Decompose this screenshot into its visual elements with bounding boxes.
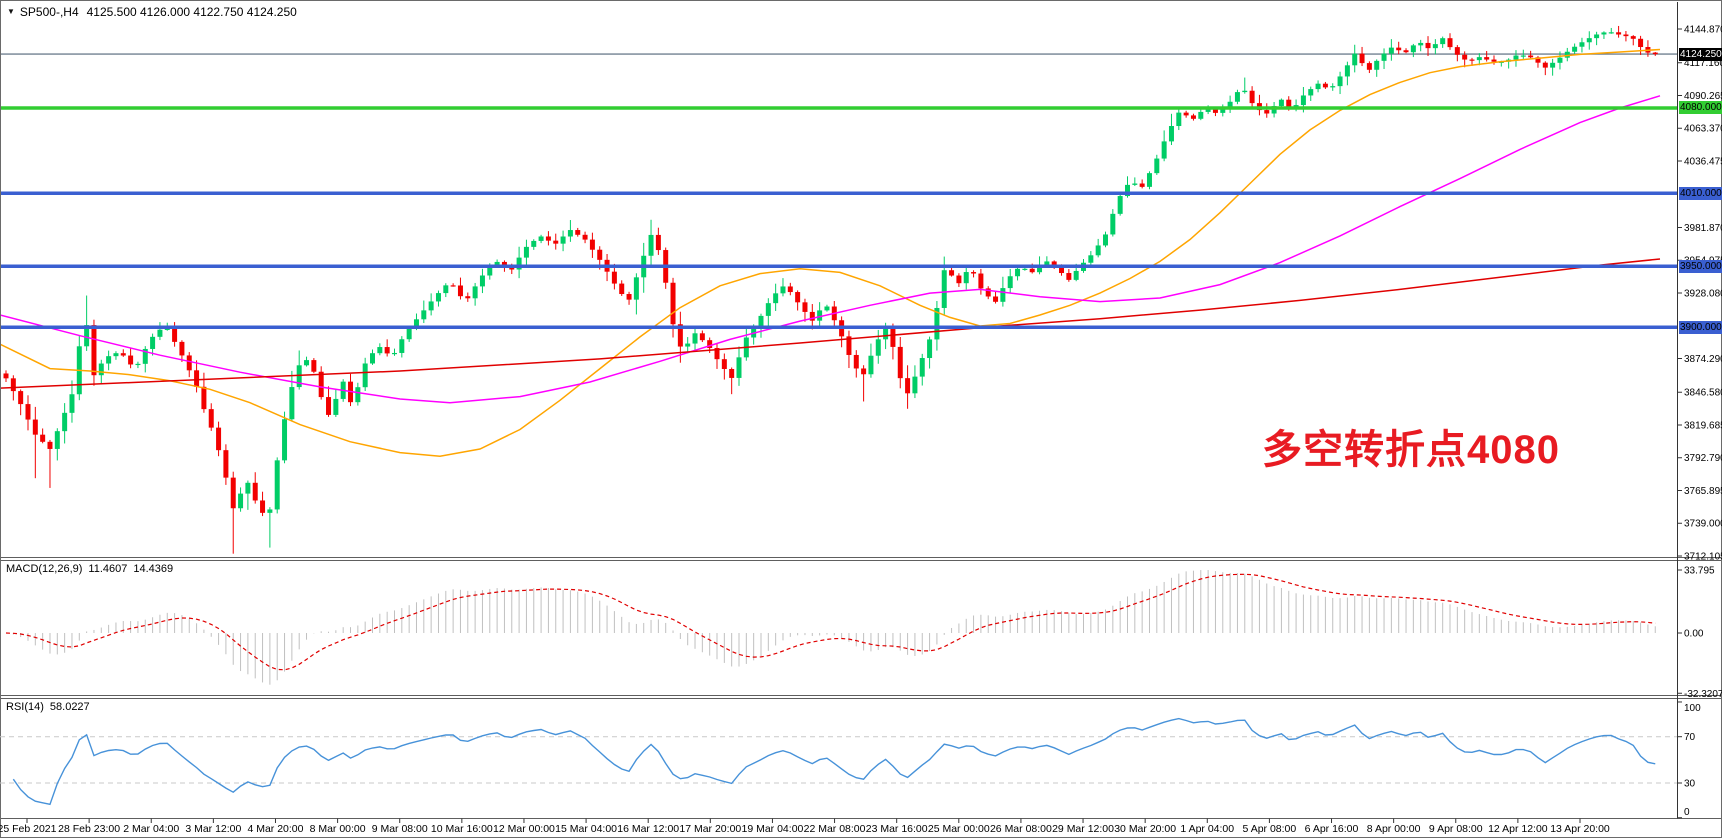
rsi-value: 58.0227 (49, 701, 90, 713)
current-price-box: 4124.250 (1679, 47, 1722, 61)
price-tick-label: 3765.895 (1684, 486, 1722, 497)
chart-title-bar: ▼ SP500-,H4 4125.500 4126.000 4122.750 412… (7, 5, 297, 19)
time-label: 19 Mar 04:00 (742, 823, 804, 835)
time-label: 28 Feb 23:00 (58, 823, 120, 835)
level-price-box: 3900.000 (1679, 320, 1722, 334)
time-label: 23 Mar 16:00 (866, 823, 928, 835)
price-tick-label: 3792.790 (1684, 453, 1722, 464)
time-label: 13 Apr 20:00 (1550, 823, 1610, 835)
rsi-level-lines (0, 736, 1677, 784)
rsi-line (12, 717, 1656, 806)
price-tick-label: 3739.000 (1684, 519, 1722, 530)
rsi-tick-label: 100 (1684, 703, 1701, 714)
rsi-tick-label: 70 (1684, 732, 1696, 743)
time-label: 29 Mar 12:00 (1052, 823, 1114, 835)
rsi-tick-label: 0 (1684, 807, 1690, 818)
rsi-axis: 100 70 30 0 (1677, 701, 1701, 819)
macd-signal-line (5, 573, 1656, 671)
time-label: 9 Mar 08:00 (372, 823, 428, 835)
annotation-text: 多空转折点4080 (1262, 428, 1560, 472)
time-label: 25 Feb 2021 (0, 823, 57, 835)
time-label: 25 Mar 00:00 (928, 823, 990, 835)
price-tick-label: 3981.870 (1684, 223, 1722, 234)
candlestick-series (3, 25, 1658, 554)
macd-label: MACD(12,26,9) 11.4607 14.4369 (6, 563, 173, 575)
time-label: 8 Apr 00:00 (1367, 823, 1421, 835)
symbol-label: SP500-,H4 (19, 5, 79, 19)
time-label: 6 Apr 16:00 (1305, 823, 1359, 835)
time-label: 2 Mar 04:00 (123, 823, 179, 835)
macd-axis: 33.795 0.00 -32.3207 (1677, 566, 1722, 700)
price-tick-label: 4063.370 (1684, 124, 1722, 135)
price-tick-label: 4036.475 (1684, 156, 1722, 167)
macd-signal-value: 14.4369 (133, 563, 174, 575)
time-label: 22 Mar 08:00 (804, 823, 866, 835)
time-label: 16 Mar 12:00 (617, 823, 679, 835)
time-label: 4 Mar 20:00 (247, 823, 303, 835)
rsi-label: RSI(14) 58.0227 (6, 701, 90, 713)
rsi-name: RSI(14) (6, 701, 44, 713)
level-price-box: 3950.000 (1679, 259, 1722, 273)
time-label: 8 Mar 00:00 (310, 823, 366, 835)
time-label: 3 Mar 12:00 (185, 823, 241, 835)
time-label: 9 Apr 08:00 (1429, 823, 1483, 835)
price-tick-label: 4117.160 (1684, 58, 1722, 69)
price-tick-label: 3846.580 (1684, 388, 1722, 399)
price-tick-label: 3928.080 (1684, 288, 1722, 299)
macd-tick-label: 0.00 (1684, 629, 1704, 640)
chart-plot-area[interactable] (1, 1, 1677, 819)
time-label: 30 Mar 20:00 (1114, 823, 1176, 835)
macd-histogram (12, 570, 1656, 685)
price-tick-label: 4090.265 (1684, 91, 1722, 102)
price-tick-label: 3819.685 (1684, 420, 1722, 431)
time-label: 15 Mar 04:00 (555, 823, 617, 835)
time-axis: 25 Feb 2021 28 Feb 23:00 2 Mar 04:00 3 Mar … (0, 818, 1610, 835)
macd-tick-label: -32.3207 (1684, 689, 1722, 700)
macd-tick-label: 33.795 (1684, 566, 1715, 577)
macd-name: MACD(12,26,9) (6, 563, 83, 575)
price-axis: 4144.870 4117.160 4090.265 4063.370 4036.475… (1677, 25, 1722, 563)
price-tick-label: 4144.870 (1684, 25, 1722, 36)
ma-slow-line (0, 258, 1661, 389)
time-label: 5 Apr 08:00 (1243, 823, 1297, 835)
level-price-box: 4010.000 (1679, 186, 1722, 200)
time-label: 12 Mar 00:00 (493, 823, 555, 835)
time-label: 12 Apr 12:00 (1488, 823, 1548, 835)
ohlc-values: 4125.500 4126.000 4122.750 4124.250 (86, 5, 297, 19)
rsi-tick-label: 30 (1684, 779, 1696, 790)
time-label: 17 Mar 20:00 (679, 823, 741, 835)
ma-fast-line (0, 48, 1661, 458)
ma-medium-line (0, 95, 1661, 404)
time-label: 26 Mar 08:00 (990, 823, 1052, 835)
level-price-box: 4080.000 (1679, 101, 1722, 115)
price-tick-label: 3712.105 (1684, 552, 1722, 563)
price-tick-label: 3874.290 (1684, 354, 1722, 365)
time-label: 10 Mar 16:00 (431, 823, 493, 835)
symbol-dropdown-icon: ▼ (7, 7, 15, 16)
macd-main-value: 11.4607 (88, 563, 128, 575)
time-label: 1 Apr 04:00 (1180, 823, 1234, 835)
